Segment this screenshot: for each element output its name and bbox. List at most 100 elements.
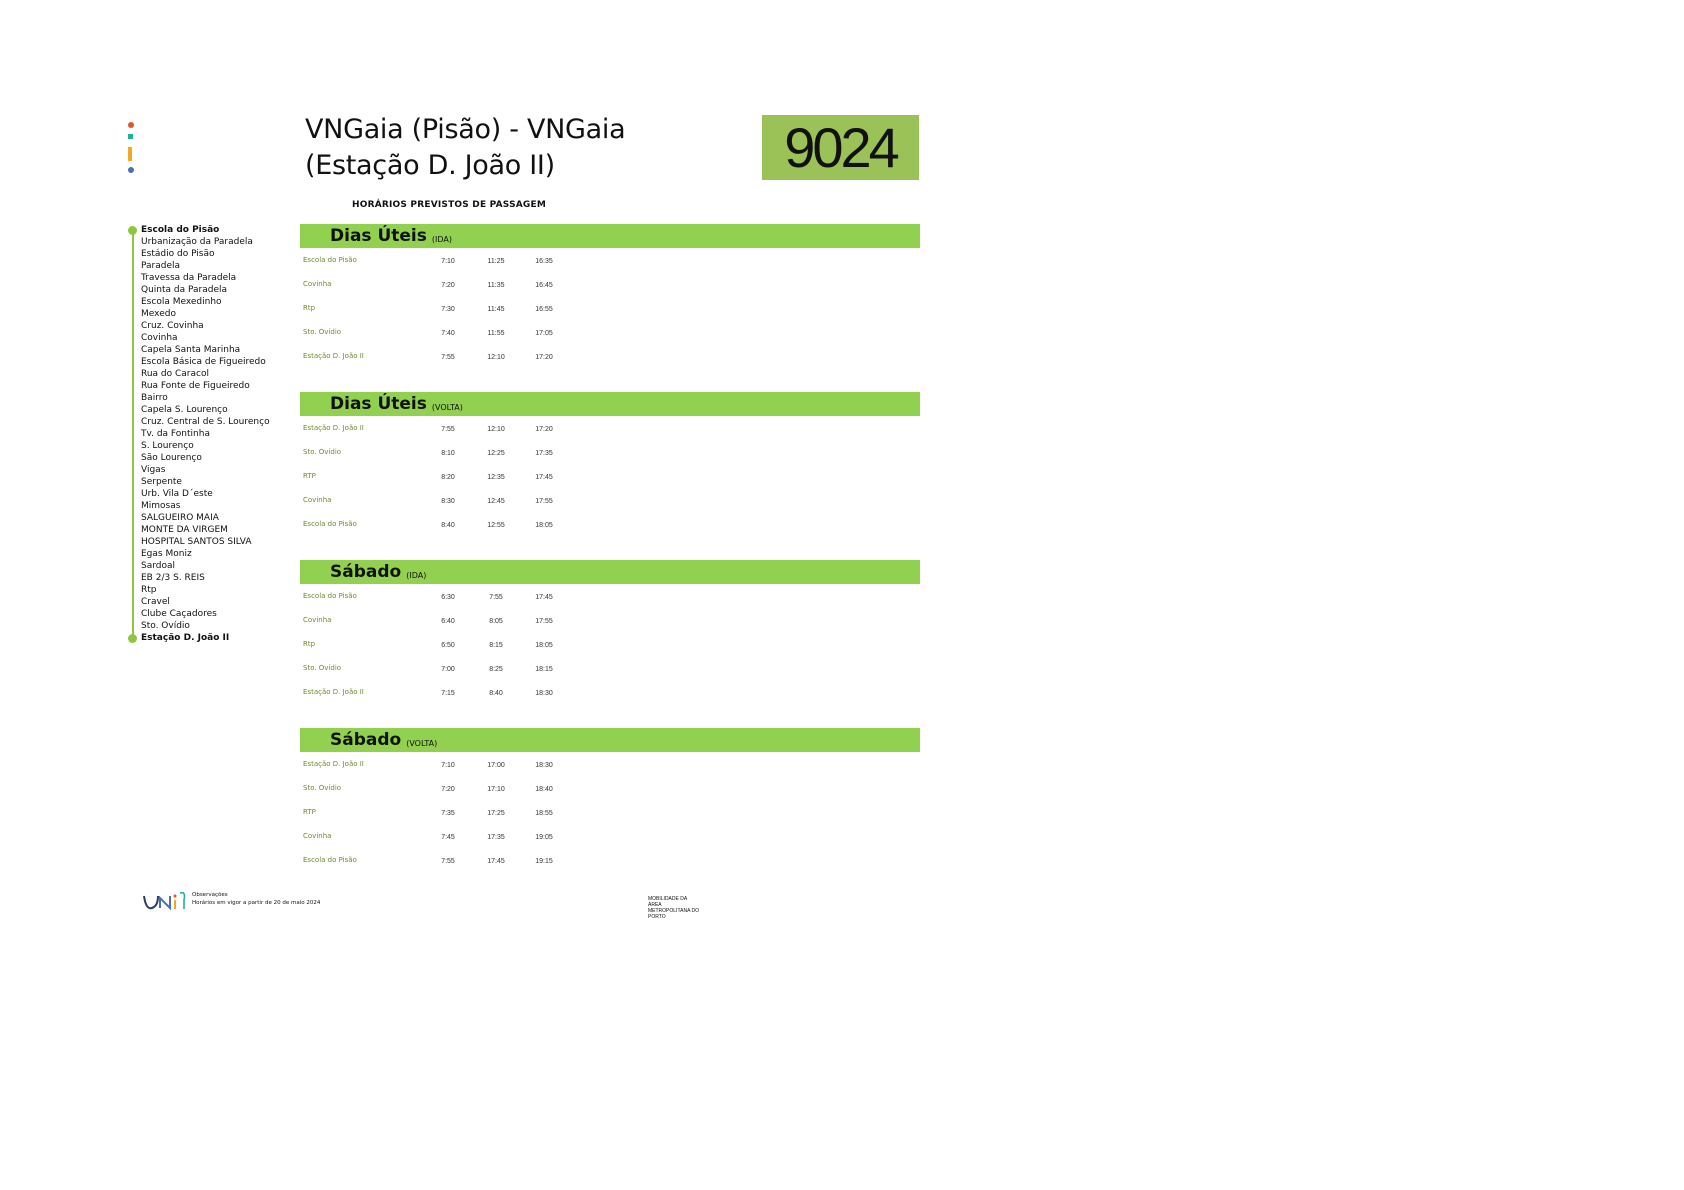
departure-time: 11:55 (487, 330, 505, 337)
departure-time: 8:05 (489, 618, 503, 625)
departure-time: 18:15 (535, 666, 553, 673)
stop-name: Escola do Pisão (303, 856, 357, 864)
departure-time: 11:35 (487, 282, 505, 289)
stop-item: Mexedo (141, 309, 176, 319)
route-title: VNGaia (Pisão) - VNGaia (Estação D. João… (305, 114, 626, 181)
day-type: Sábado (330, 562, 402, 582)
stop-name: Sto. Ovídio (303, 784, 342, 792)
stop-name: Escola do Pisão (303, 592, 357, 600)
teal-square-icon (128, 134, 133, 139)
stop-item: Escola do Pisão (141, 225, 220, 235)
departure-time: 8:40 (441, 522, 455, 529)
stop-item: Capela S. Lourenço (141, 405, 228, 415)
stop-item: EB 2/3 S. REIS (141, 573, 205, 583)
stop-name: Covinha (303, 616, 332, 624)
authority-logo-text: MOBILIDADE DA ÁREA METROPOLITANA DO PORT… (648, 896, 700, 920)
stop-name: RTP (303, 472, 316, 480)
stop-item: Cruz. Central de S. Lourenço (141, 417, 270, 427)
table-row: Escola do Pisão 7:55 17:45 19:15 (300, 848, 920, 872)
departure-time: 16:55 (535, 306, 553, 313)
stop-name: Estação D. João II (303, 424, 364, 432)
departure-time: 19:05 (535, 834, 553, 841)
departure-time: 8:15 (489, 642, 503, 649)
stop-name: Rtp (303, 640, 316, 648)
stop-item: Tv. da Fontinha (141, 429, 210, 439)
schedule-section: Sábado (VOLTA) Estação D. João II 7:10 17:00… (300, 728, 920, 872)
departure-time: 8:30 (441, 498, 455, 505)
stop-item: SALGUEIRO MAIA (141, 513, 219, 523)
table-row: Covinha 7:20 11:35 16:45 (300, 272, 920, 296)
stop-name: Sto. Ovídio (303, 448, 342, 456)
departure-time: 6:40 (441, 618, 455, 625)
schedule-section: Dias Úteis (VOLTA) Estação D. João II 7:55 1… (300, 392, 920, 536)
departure-time: 7:00 (441, 666, 455, 673)
departure-time: 11:25 (487, 258, 505, 265)
stop-item: Serpente (141, 477, 182, 487)
table-row: Rtp 7:30 11:45 16:55 (300, 296, 920, 320)
departure-time: 7:10 (441, 258, 455, 265)
table-row: Sto. Ovídio 7:20 17:10 18:40 (300, 776, 920, 800)
section-header: Dias Úteis (VOLTA) (300, 392, 920, 416)
table-row: Covinha 7:45 17:35 19:05 (300, 824, 920, 848)
stop-item: Urbanização da Paradela (141, 237, 253, 247)
direction: (VOLTA) (406, 739, 438, 748)
stop-name: Escola do Pisão (303, 256, 357, 264)
departure-time: 12:55 (487, 522, 505, 529)
red-dot-icon (128, 122, 134, 128)
departure-time: 17:25 (487, 810, 505, 817)
schedule-section: Sábado (IDA) Escola do Pisão 6:30 7:55 17:45 C… (300, 560, 920, 704)
stop-item: Rtp (141, 585, 157, 595)
route-line (132, 230, 134, 638)
departure-time: 7:35 (441, 810, 455, 817)
section-header: Sábado (VOLTA) (300, 728, 920, 752)
departure-time: 12:10 (487, 354, 505, 361)
stop-item: Mimosas (141, 501, 181, 511)
departure-time: 8:10 (441, 450, 455, 457)
departure-time: 16:45 (535, 282, 553, 289)
direction: (IDA) (406, 571, 427, 580)
stop-item: Capela Santa Marinha (141, 345, 241, 355)
departure-time: 17:55 (535, 498, 553, 505)
schedule-section: Dias Úteis (IDA) Escola do Pisão 7:10 11:25 1… (300, 224, 920, 368)
stop-item: S. Lourenço (141, 441, 194, 451)
table-row: Estação D. João II 7:55 12:10 17:20 (300, 416, 920, 440)
departure-time: 17:35 (535, 450, 553, 457)
route-number-badge: 9024 (762, 115, 919, 180)
stop-item: Estádio do Pisão (141, 249, 215, 259)
direction: (VOLTA) (431, 403, 463, 412)
schedule-subtitle: HORÁRIOS PREVISTOS DE PASSAGEM (352, 200, 547, 210)
stop-name: Covinha (303, 832, 332, 840)
stop-item: Covinha (141, 333, 178, 343)
departure-time: 17:45 (535, 474, 553, 481)
departure-time: 18:30 (535, 690, 553, 697)
day-type: Sábado (330, 730, 402, 750)
departure-time: 7:15 (441, 690, 455, 697)
day-type: Dias Úteis (330, 394, 427, 414)
stop-item: Bairro (141, 393, 168, 403)
stop-item: Rua do Caracol (141, 369, 209, 379)
table-row: Estação D. João II 7:10 17:00 18:30 (300, 752, 920, 776)
stop-name: Covinha (303, 280, 332, 288)
stop-item: Travessa da Paradela (141, 273, 237, 283)
departure-time: 17:55 (535, 618, 553, 625)
stop-item: Urb. Vila D´este (141, 489, 213, 499)
departure-time: 17:45 (535, 594, 553, 601)
stop-item: Escola Mexedinho (141, 297, 222, 307)
stop-item: HOSPITAL SANTOS SILVA (141, 537, 252, 547)
observations: Observações Horários em vigor a partir d… (192, 891, 320, 907)
observations-text: Horários em vigor a partir de 20 de maio… (192, 900, 321, 906)
stop-name: Estação D. João II (303, 688, 364, 696)
departure-time: 17:00 (487, 762, 505, 769)
table-row: Covinha 6:40 8:05 17:55 (300, 608, 920, 632)
stop-name: Covinha (303, 496, 332, 504)
table-row: Estação D. João II 7:15 8:40 18:30 (300, 680, 920, 704)
stop-item: Cravel (141, 597, 170, 607)
table-row: Escola do Pisão 8:40 12:55 18:05 (300, 512, 920, 536)
stop-item: São Lourenço (141, 453, 202, 463)
table-row: Sto. Ovídio 7:00 8:25 18:15 (300, 656, 920, 680)
departure-time: 17:20 (535, 426, 553, 433)
departure-time: 7:20 (441, 282, 455, 289)
stop-name: Sto. Ovídio (303, 664, 342, 672)
stop-list: Escola do Pisão Urbanização da Paradela Es… (141, 224, 270, 644)
departure-time: 7:20 (441, 786, 455, 793)
